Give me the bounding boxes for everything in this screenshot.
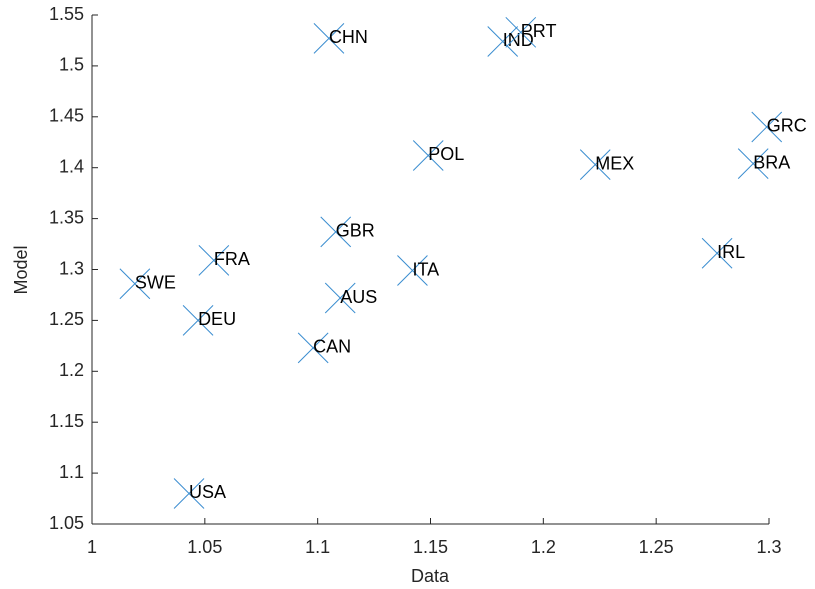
point-label: DEU [198,309,236,329]
point-label: PRT [521,21,557,41]
x-tick-label: 1.3 [756,537,781,557]
point [173,478,205,509]
y-tick-label: 1.25 [49,309,84,329]
y-tick-label: 1.55 [49,4,84,24]
point-label: IRL [717,242,745,262]
y-tick-label: 1.05 [49,513,84,533]
point [324,282,356,314]
y-tick-label: 1.3 [59,258,84,278]
x-tick-label: 1.2 [531,537,556,557]
point [320,216,352,248]
point-label: USA [189,482,226,502]
x-tick-label: 1.05 [187,537,222,557]
point [487,26,519,57]
point-label: MEX [595,153,634,173]
point-label: FRA [214,249,250,269]
point [505,16,537,48]
x-tick-label: 1.15 [413,537,448,557]
point-label: CAN [313,337,351,357]
point [297,332,329,364]
point-label: GBR [336,221,375,241]
y-tick-label: 1.5 [59,55,84,75]
point-label: BRA [753,152,790,172]
x-tick-label: 1 [87,537,97,557]
y-tick-label: 1.35 [49,207,84,227]
point [198,244,230,276]
point-label: GRC [767,116,807,136]
point [701,237,733,269]
y-tick-label: 1.2 [59,360,84,380]
x-tick-label: 1.25 [639,537,674,557]
y-tick-label: 1.45 [49,106,84,126]
point [751,111,783,143]
point-label: AUS [340,287,377,307]
point [397,255,428,286]
point-label: IND [503,30,534,50]
point [412,140,444,171]
point-label: ITA [412,259,439,279]
point-label: POL [428,144,464,164]
point-label: CHN [329,27,368,47]
x-tick-label: 1.1 [305,537,330,557]
point [313,23,345,54]
y-tick-label: 1.4 [59,156,84,176]
point [119,268,151,300]
point [182,305,214,336]
y-axis-label: Model [11,245,31,294]
point [737,148,769,179]
x-axis-label: Data [411,566,450,586]
y-tick-label: 1.1 [59,462,84,482]
point-label: SWE [135,273,176,293]
point [579,149,611,180]
y-tick-label: 1.15 [49,411,84,431]
